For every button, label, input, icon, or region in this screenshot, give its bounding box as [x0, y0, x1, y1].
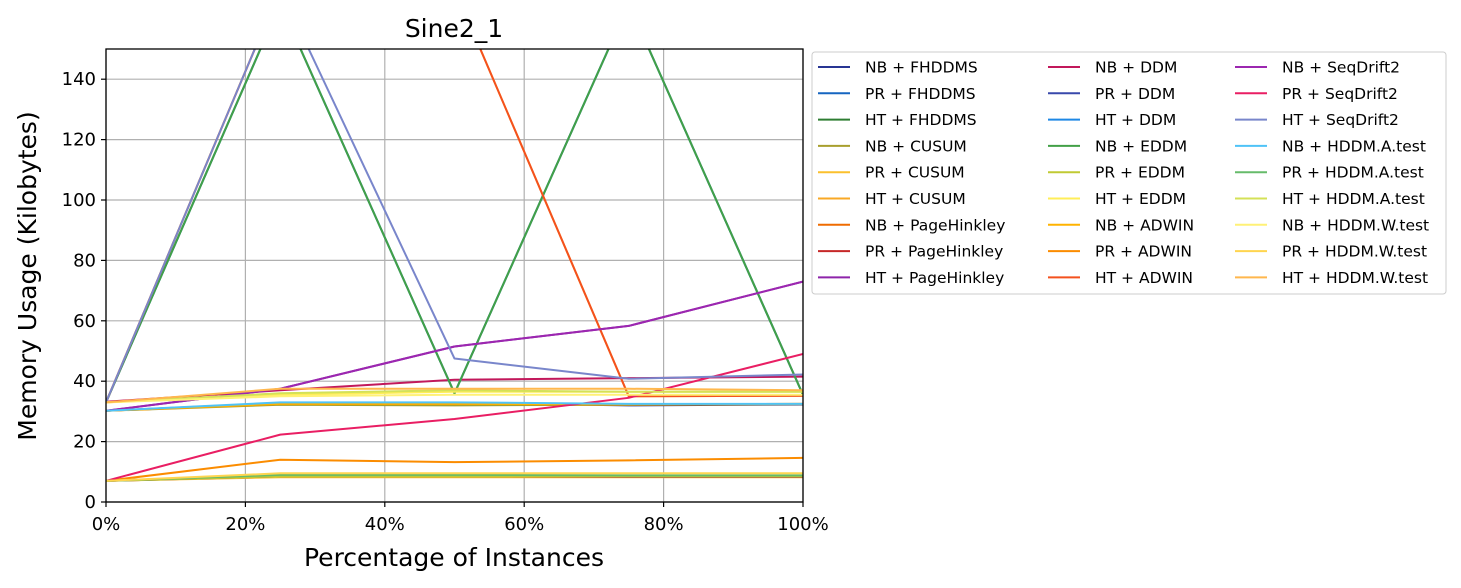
- legend-label-12: HT + DDM: [1095, 111, 1176, 129]
- series-line-12: [106, 49, 803, 403]
- series-line-26: [106, 472, 803, 482]
- legend-label-15: HT + EDDM: [1095, 190, 1186, 208]
- y-tick-label-2: 40: [73, 371, 96, 392]
- series-line-3: [106, 49, 803, 403]
- legend-label-14: PR + EDDM: [1095, 164, 1185, 182]
- legend-label-3: HT + FHDDMS: [865, 111, 977, 129]
- x-tick-label-5: 100%: [777, 514, 828, 535]
- legend-label-27: HT + HDDM.W.test: [1282, 269, 1428, 287]
- y-axis: 0 20 40 60 80 100 120 140: [62, 69, 106, 513]
- x-tick-label-3: 60%: [504, 514, 544, 535]
- y-tick-label-4: 80: [73, 250, 96, 271]
- y-axis-label: Memory Usage (Kilobytes): [13, 111, 42, 440]
- x-axis: 0% 20% 40% 60% 80% 100%: [92, 502, 829, 535]
- legend-label-6: HT + CUSUM: [865, 190, 966, 208]
- x-tick-label-2: 40%: [365, 514, 405, 535]
- x-axis-label: Percentage of Instances: [304, 543, 604, 572]
- x-tick-label-0: 0%: [92, 514, 121, 535]
- legend-label-4: NB + CUSUM: [865, 137, 967, 155]
- legend-label-20: PR + SeqDrift2: [1282, 85, 1398, 103]
- series-line-20: [106, 353, 803, 482]
- y-tick-label-5: 100: [62, 190, 96, 211]
- legend-frame: [811, 51, 1447, 295]
- y-tick-label-7: 140: [62, 69, 96, 90]
- legend-label-5: PR + CUSUM: [865, 164, 965, 182]
- y-tick-label-6: 120: [62, 130, 96, 151]
- series-line-22: [106, 401, 803, 412]
- legend-label-19: NB + SeqDrift2: [1282, 59, 1400, 77]
- x-tick-label-1: 20%: [225, 514, 265, 535]
- legend: NB + FHDDMS PR + FHDDMS HT + FHDDMS NB + CU…: [811, 51, 1447, 295]
- series-line-6: [106, 49, 803, 403]
- series-line-23: [106, 473, 803, 482]
- y-tick-label-3: 60: [73, 311, 96, 332]
- x-tick-label-4: 80%: [644, 514, 684, 535]
- legend-label-16: NB + ADWIN: [1095, 216, 1194, 234]
- legend-label-26: PR + HDDM.W.test: [1282, 243, 1427, 261]
- plot-frame: [105, 48, 804, 503]
- legend-label-11: PR + DDM: [1095, 85, 1175, 103]
- series-line-13: [106, 49, 803, 403]
- legend-label-21: HT + SeqDrift2: [1282, 111, 1399, 129]
- legend-label-24: HT + HDDM.A.test: [1282, 190, 1425, 208]
- legend-label-7: NB + PageHinkley: [865, 216, 1005, 234]
- legend-label-22: NB + HDDM.A.test: [1282, 137, 1426, 155]
- series-line-17: [106, 456, 803, 482]
- legend-label-2: PR + FHDDMS: [865, 85, 976, 103]
- series-layer: [106, 49, 803, 482]
- chart-title: Sine2_1: [405, 14, 503, 43]
- series-line-21: [106, 49, 803, 403]
- legend-label-10: NB + DDM: [1095, 59, 1177, 77]
- legend-label-8: PR + PageHinkley: [865, 243, 1003, 261]
- series-line-27: [106, 387, 803, 404]
- y-tick-label-0: 0: [85, 492, 96, 513]
- legend-label-9: HT + PageHinkley: [865, 269, 1004, 287]
- legend-label-23: PR + HDDM.A.test: [1282, 164, 1424, 182]
- legend-label-17: PR + ADWIN: [1095, 243, 1192, 261]
- legend-label-1: NB + FHDDMS: [865, 59, 978, 77]
- legend-label-18: HT + ADWIN: [1095, 269, 1193, 287]
- series-line-24: [106, 389, 803, 404]
- legend-label-25: NB + HDDM.W.test: [1282, 216, 1429, 234]
- y-tick-label-1: 20: [73, 432, 96, 453]
- series-line-18: [106, 49, 803, 403]
- legend-label-13: NB + EDDM: [1095, 137, 1187, 155]
- series-line-25: [106, 393, 803, 404]
- grid: [105, 49, 804, 503]
